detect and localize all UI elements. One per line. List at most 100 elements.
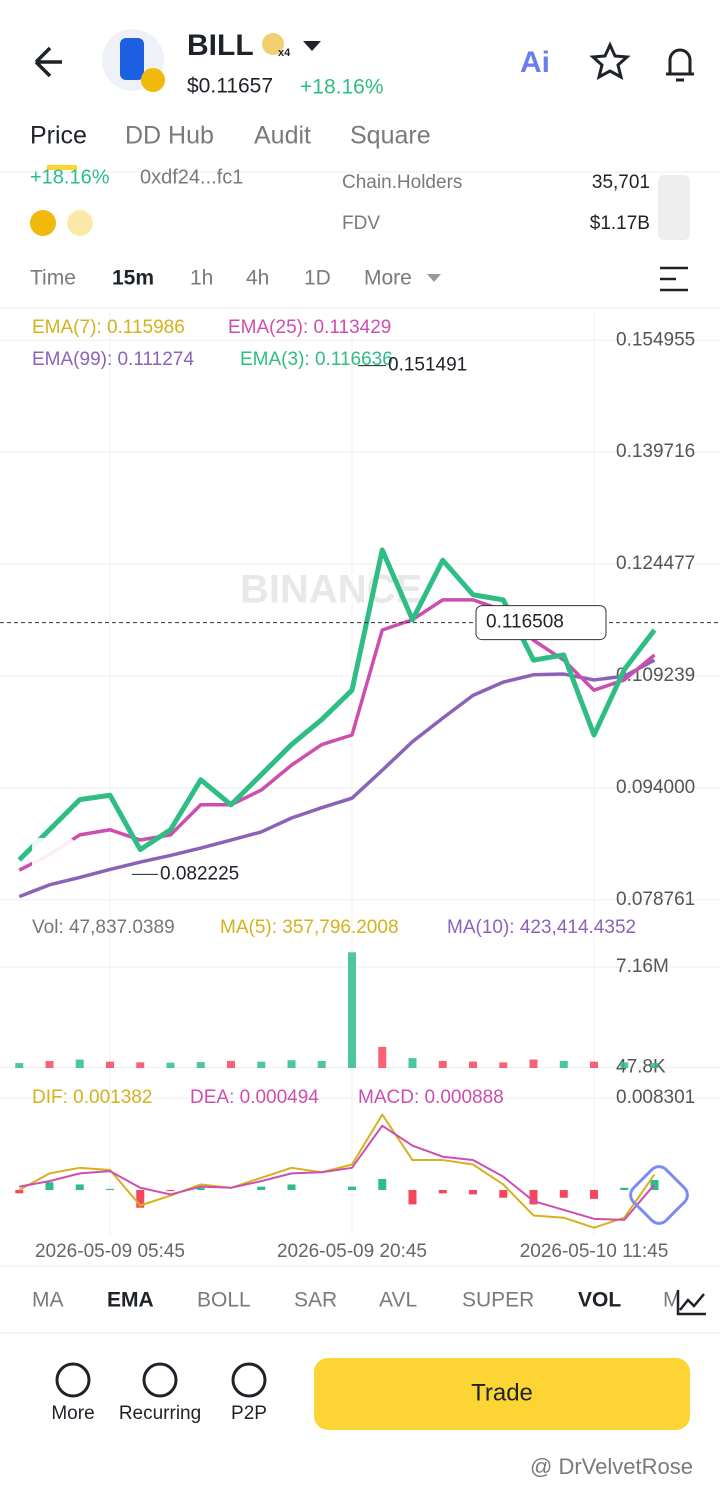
macd-bar: [378, 1178, 387, 1190]
price: $0.11657: [187, 75, 273, 98]
interval[interactable]: 1h: [190, 267, 213, 290]
stat-label: Chain.Holders: [342, 172, 462, 193]
y-tick-label: 7.16M: [616, 956, 669, 977]
legend-entry: DIF: 0.001382: [32, 1087, 152, 1108]
volume-bar: [438, 1060, 447, 1068]
macd-bar: [287, 1184, 296, 1190]
macd-bar: [559, 1189, 568, 1198]
indicator-tab[interactable]: MA: [32, 1289, 64, 1312]
action-label[interactable]: P2P: [231, 1403, 267, 1424]
macd-bar: [15, 1189, 24, 1194]
macd-bar: [196, 1187, 205, 1190]
y-tick-label: 47.8K: [616, 1056, 666, 1077]
y-tick-label: 0.094000: [616, 777, 695, 798]
action-icon: [142, 1362, 178, 1398]
volume-bar: [408, 1058, 417, 1068]
chain-badge: [141, 68, 165, 92]
volume-bar: [590, 1061, 598, 1068]
badge-icon: [262, 33, 284, 55]
macd-bar: [620, 1187, 629, 1190]
indicator-tab[interactable]: AVL: [379, 1289, 417, 1312]
assistant-button[interactable]: [626, 1162, 691, 1227]
ai-button[interactable]: Ai: [520, 46, 550, 79]
volume-bar: [317, 1060, 326, 1068]
low-label: 0.082225: [160, 863, 239, 884]
series-line: [19, 1124, 656, 1221]
volume-bar: [75, 1059, 84, 1068]
expand-button[interactable]: [32, 838, 76, 878]
indicator-tab[interactable]: M: [663, 1289, 681, 1312]
legend-entry: EMA(3): 0.116636: [240, 349, 393, 370]
chart-settings[interactable]: [660, 266, 688, 292]
interval[interactable]: More: [364, 267, 412, 290]
tab[interactable]: Price: [30, 122, 87, 150]
macd-bar: [257, 1186, 266, 1190]
address: 0xdf24...fc1: [140, 166, 243, 188]
last-price-box[interactable]: [475, 605, 607, 641]
volume-bar: [620, 1062, 629, 1068]
y-tick-label: 0.078761: [616, 889, 695, 910]
macd-bar: [45, 1182, 54, 1190]
volume-bar: [499, 1062, 508, 1068]
macd-bar: [469, 1189, 477, 1195]
indicator-tab[interactable]: SAR: [294, 1289, 337, 1312]
action-label[interactable]: Recurring: [119, 1403, 201, 1424]
macd-bar: [529, 1189, 538, 1205]
volume-bar: [257, 1061, 266, 1068]
tab[interactable]: Square: [350, 122, 431, 150]
macd-bar: [106, 1188, 114, 1190]
x-tick-label: 2026-05-09 05:45: [35, 1241, 185, 1262]
high-label: 0.151491: [388, 355, 467, 376]
favorite-button[interactable]: [589, 41, 631, 80]
tab-indicator: [47, 165, 77, 170]
info-change: +18.16%: [30, 166, 110, 188]
volume-bar: [348, 952, 356, 1068]
indicator-tab[interactable]: VOL: [578, 1289, 621, 1312]
dropdown[interactable]: [303, 41, 321, 51]
credit: @ DrVelvetRose: [530, 1454, 693, 1479]
tab[interactable]: Audit: [254, 122, 311, 150]
change: +18.16%: [300, 76, 384, 99]
legend-entry: MA(10): 423,414.4352: [447, 917, 636, 938]
tab[interactable]: DD Hub: [125, 122, 214, 150]
legend-entry: Vol: 47,837.0389: [32, 917, 175, 938]
volume-bar: [529, 1059, 538, 1068]
macd-bar: [75, 1184, 84, 1190]
x-tick-label: 2026-05-09 20:45: [277, 1241, 427, 1262]
badge: x4: [278, 47, 291, 59]
macd-bar: [166, 1189, 175, 1192]
volume-bar: [45, 1060, 54, 1068]
macd-bar: [590, 1189, 598, 1199]
notification-button[interactable]: [666, 48, 694, 82]
legend-entry: EMA(7): 0.115986: [32, 317, 185, 338]
interval[interactable]: 4h: [246, 267, 269, 290]
indicator-settings[interactable]: [676, 1290, 706, 1316]
stat-value: 35,701: [592, 172, 650, 193]
y-tick-label: 0.154955: [616, 329, 695, 350]
y-tick-label: 0.139716: [616, 441, 695, 462]
indicator-tab[interactable]: EMA: [107, 1289, 154, 1312]
tag-icon: [67, 210, 93, 236]
volume-bar: [136, 1062, 145, 1068]
indicator-tab[interactable]: BOLL: [197, 1289, 251, 1312]
scrollbar: [658, 175, 690, 240]
back-button[interactable]: [34, 46, 62, 78]
indicator-tab[interactable]: SUPER: [462, 1289, 534, 1312]
interval[interactable]: 1D: [304, 267, 331, 290]
action-label[interactable]: More: [51, 1403, 94, 1424]
interval[interactable]: 15m: [112, 267, 154, 290]
logo-mark: [120, 38, 144, 80]
stat-label: FDV: [342, 213, 380, 234]
volume-bar: [166, 1062, 175, 1068]
macd-bar: [348, 1186, 356, 1190]
more-arrow: [427, 274, 441, 282]
macd-bar: [438, 1189, 447, 1194]
interval[interactable]: Time: [30, 267, 76, 290]
macd-bar: [499, 1189, 508, 1198]
legend-entry: MA(5): 357,796.2008: [220, 917, 399, 938]
series-line: [18, 598, 656, 872]
trade-button[interactable]: [314, 1358, 690, 1430]
